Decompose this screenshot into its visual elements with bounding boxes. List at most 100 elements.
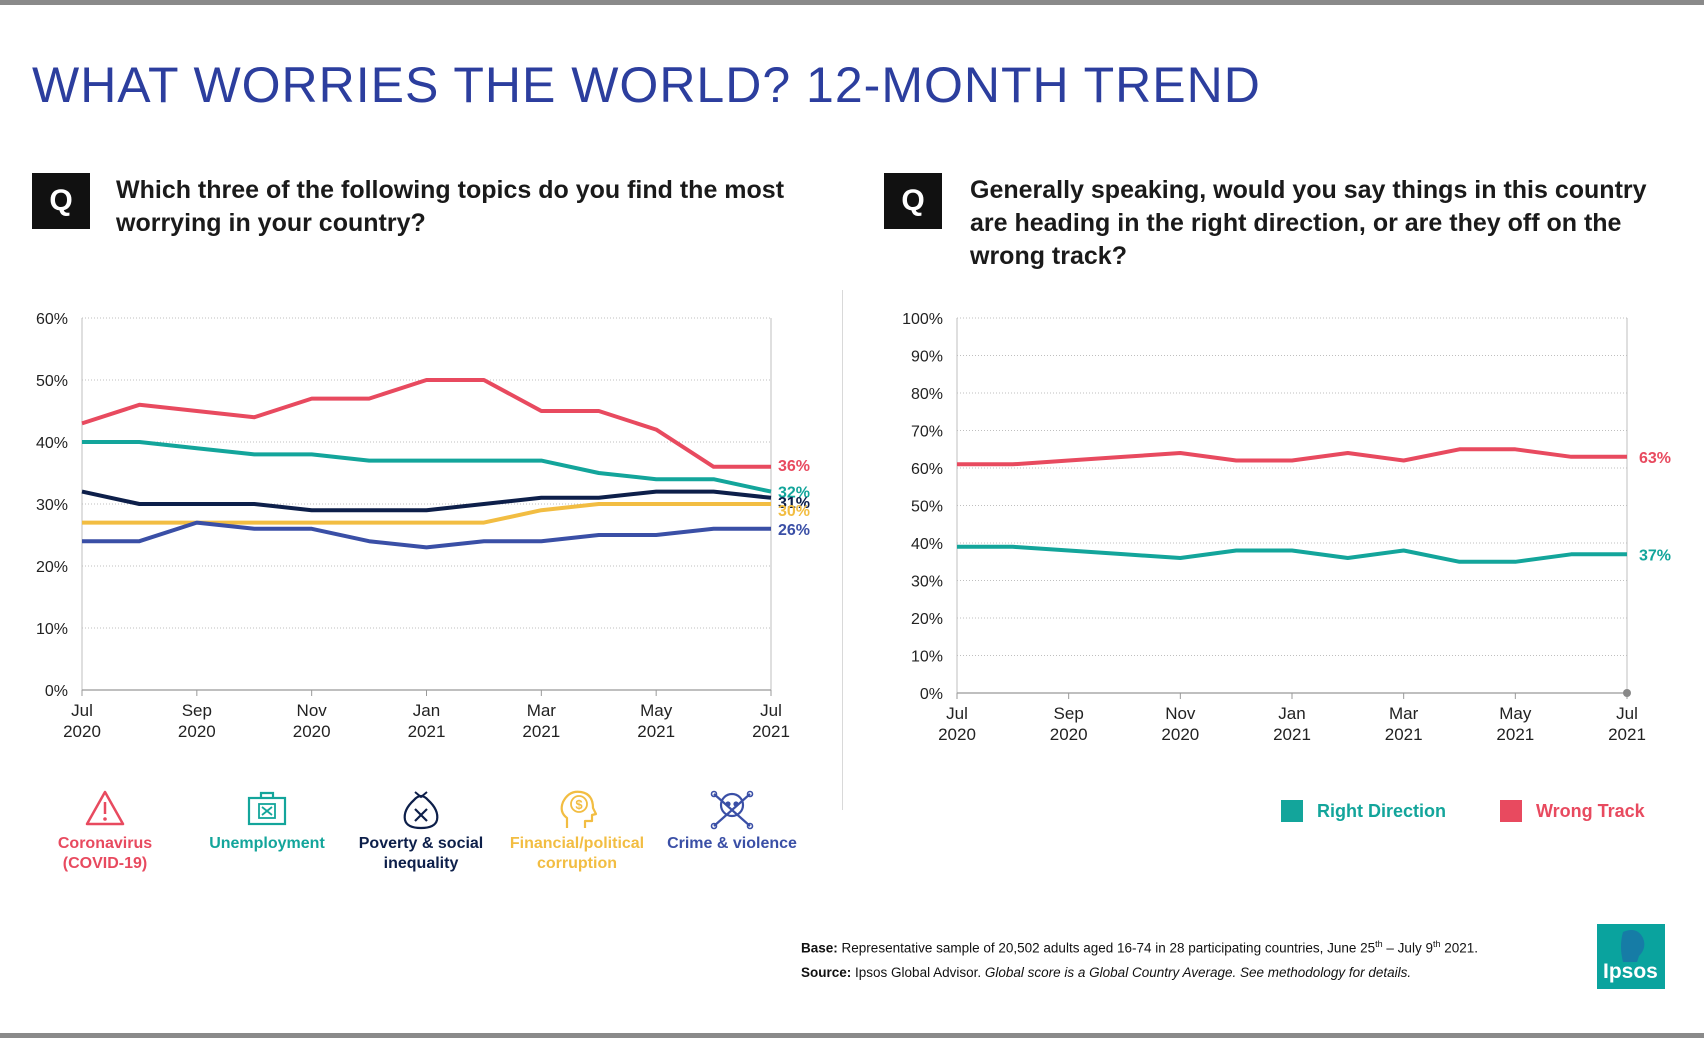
ipsos-logo: Ipsos [1597,924,1665,989]
y-tick-label: 100% [902,311,943,328]
x-tick-label-year: 2021 [1385,725,1423,744]
x-tick-label: May [1499,704,1532,723]
x-tick-label: May [640,701,673,720]
warning-icon [85,790,125,826]
y-tick-label: 80% [911,386,943,403]
y-tick-label: 20% [36,559,68,576]
page-title: WHAT WORRIES THE WORLD? 12-MONTH TREND [32,57,1261,113]
legend-label-line2-covid: (COVID-19) [62,855,148,872]
question-badge-right: Q [884,173,942,229]
x-tick-label-year: 2020 [293,722,331,741]
x-tick-label-year: 2021 [522,722,560,741]
bottom-border [0,1033,1704,1038]
series-line-wrong [957,447,1627,467]
legend-label-poverty: Poverty & social [358,835,484,852]
question-text-left: Which three of the following topics do y… [116,176,785,237]
question-text-right: Generally speaking, would you say things… [970,176,1647,270]
y-tick-label: 0% [920,686,943,703]
x-tick-label-year: 2021 [1273,725,1311,744]
end-label-right: 37% [1639,547,1671,564]
end-label-covid: 36% [778,458,810,475]
legend-item-poverty: Poverty & social inequality [341,788,501,874]
base-sup-1: th [1375,939,1383,949]
money-bag-icon [403,791,439,830]
x-tick-label: Nov [297,701,328,720]
briefcase-icon [247,791,287,826]
legend-item-right-direction: Right Direction [1281,800,1446,822]
base-mid: – July 9 [1382,940,1433,956]
source-note: Source: Ipsos Global Advisor. Global sco… [801,961,1478,985]
skull-crossbones-icon [710,790,754,830]
y-tick-label: 60% [911,461,943,478]
x-tick-label: Sep [1054,704,1084,723]
series-line-poverty [81,489,772,513]
x-tick-label: Mar [527,701,557,720]
x-tick-label: Jul [71,701,93,720]
base-end: 2021. [1440,940,1479,956]
x-tick-label-year: 2021 [1608,725,1646,744]
legend-label-crime: Crime & violence [667,835,797,852]
legend-item-unemployment: Unemployment [187,788,347,854]
x-tick-label: Jan [1278,704,1305,723]
panel-divider [842,290,843,810]
legend-label-financial: Financial/political [509,835,645,852]
footnote: Base: Representative sample of 20,502 ad… [801,932,1478,985]
y-tick-label: 90% [911,349,943,366]
y-tick-label: 10% [36,621,68,638]
legend-swatch-wrong-track [1500,800,1522,822]
y-tick-label: 50% [36,373,68,390]
source-text: Ipsos Global Advisor. [855,964,982,980]
legend-item-wrong-track: Wrong Track [1500,800,1645,822]
logo-text: Ipsos [1603,960,1658,983]
legend-label-right-direction: Right Direction [1317,800,1446,821]
x-tick-label: Mar [1389,704,1419,723]
x-tick-label-year: 2020 [178,722,216,741]
source-italic: Global score is a Global Country Average… [984,964,1412,980]
series-line-unemployment [82,440,772,494]
x-tick-label-year: 2021 [1496,725,1534,744]
head-dollar-icon: $ [560,790,598,828]
end-label-unemployment: 32% [778,485,810,502]
x-tick-label: Jul [760,701,782,720]
legend-label-wrong-track: Wrong Track [1536,800,1645,821]
svg-text:$: $ [575,797,583,812]
x-tick-label: Jan [413,701,440,720]
end-label-crime: 26% [778,522,810,539]
x-tick-label: Sep [182,701,212,720]
top-border [0,0,1704,5]
x-tick-label-year: 2021 [408,722,446,741]
base-label: Base: [801,940,838,956]
y-tick-label: 70% [911,424,943,441]
x-tick-label: Jul [1616,704,1638,723]
x-tick-label: Nov [1165,704,1196,723]
legend-swatch-right-direction [1281,800,1303,822]
y-tick-label: 30% [911,574,943,591]
base-sup-2: th [1432,939,1441,949]
legend-item-crime: Crime & violence [652,788,812,854]
legend-item-financial: $ Financial/political corruption [497,788,657,874]
question-badge-left: Q [32,173,90,229]
axis-end-marker [1623,689,1631,697]
legend-label-covid: Coronavirus [57,835,153,852]
base-text: Representative sample of 20,502 adults a… [841,940,1376,956]
source-label: Source: [801,964,852,980]
worries-trend-chart: 0% 10% 20% 30% 40% 50% 60% Jul 2020 Sep 2020 Nov 202… [36,311,810,741]
x-tick-label-year: 2021 [752,722,790,741]
series-line-right [957,544,1627,564]
legend-label-line2-financial: corruption [537,855,617,872]
legend-label-line2-poverty: inequality [383,855,459,872]
legend-label-unemployment: Unemployment [209,835,325,852]
y-tick-label: 0% [45,683,68,700]
series-line-crime [82,520,771,550]
end-label-poverty: 31% [778,495,810,512]
base-note: Base: Representative sample of 20,502 ad… [801,932,1478,961]
legend-item-covid: Coronavirus (COVID-19) [25,788,185,874]
x-tick-label-year: 2020 [938,725,976,744]
y-tick-label: 40% [36,435,68,452]
x-tick-label-year: 2020 [63,722,101,741]
end-label-wrong: 63% [1639,450,1671,467]
end-label-financial: 30% [778,503,810,520]
y-tick-label: 20% [911,611,943,628]
logo-head-icon [1621,930,1645,962]
y-tick-label: 50% [911,499,943,516]
